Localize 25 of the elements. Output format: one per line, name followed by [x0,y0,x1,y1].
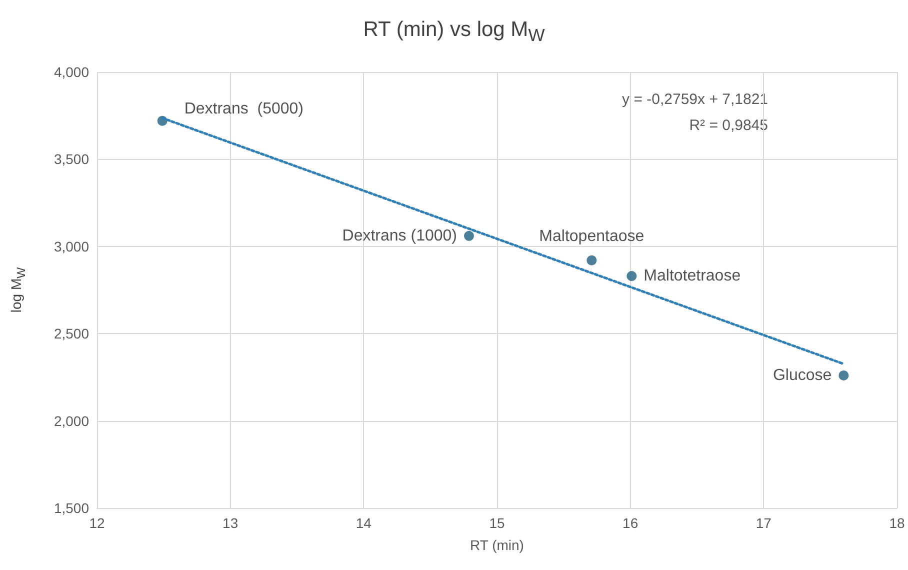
x-tick-label: 16 [622,515,638,531]
x-tick-label: 13 [222,515,238,531]
y-tick-label: 2,000 [54,412,90,429]
x-axis-title: RT (min) [470,537,524,553]
annotation: R² = 0,9845 [689,117,768,134]
y-tick-label: 3,000 [54,238,90,254]
y-tick-label: 4,000 [54,64,90,80]
annotation: Dextrans (5000) [184,100,304,118]
y-tick-label: 3,500 [54,151,90,168]
chart-title: RT (min) vs log M$_{W}$ [362,18,546,46]
x-tick-label: 12 [89,515,105,531]
annotation: Maltopentaose [539,228,644,245]
point [626,271,637,282]
annotation: Maltotetraose [644,268,741,285]
point [838,370,849,380]
point [464,230,474,241]
x-tick-label: 14 [356,515,372,531]
x-tick-label: 18 [889,515,905,531]
y-tick-label: 2,500 [54,326,90,342]
point [586,255,597,266]
annotation: Dextrans (1000) [342,227,457,244]
x-tick-label: 15 [489,515,505,531]
x-tick-label: 17 [756,515,772,531]
y-tick-label: 1,500 [54,500,90,516]
annotation: Glucose [772,366,832,384]
